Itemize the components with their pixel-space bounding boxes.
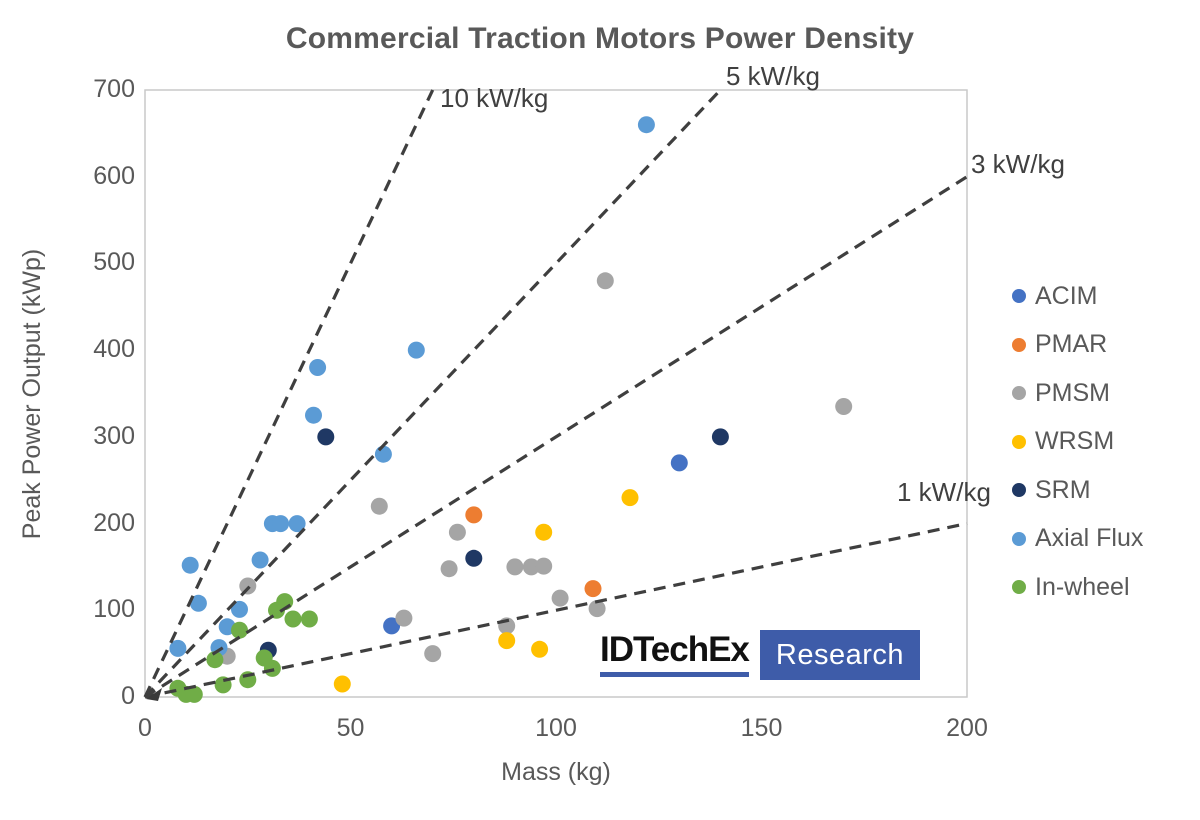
origin-arrowhead	[146, 688, 162, 701]
data-point-axial-flux	[637, 116, 655, 134]
x-tick-100: 100	[535, 714, 577, 742]
data-point-axial-flux	[309, 359, 327, 376]
data-point-axial-flux	[169, 639, 187, 657]
data-point-srm	[465, 549, 483, 567]
data-point-wrsm	[498, 632, 516, 650]
legend-item-srm: SRM	[1012, 466, 1143, 515]
data-point-pmsm	[551, 589, 569, 607]
legend-dot-in-wheel	[1012, 580, 1026, 595]
data-point-in-wheel	[231, 621, 248, 639]
legend-label: Axial Flux	[1035, 524, 1144, 553]
data-point-srm	[317, 428, 335, 446]
data-point-pmsm	[395, 609, 413, 627]
legend-item-wrsm: WRSM	[1012, 418, 1143, 467]
legend-label: PMSM	[1035, 378, 1110, 407]
ref-line-label-10kw: 10 kW/kg	[440, 83, 549, 113]
ref-line-10kw-per-kg	[143, 89, 435, 698]
x-tick-50: 50	[336, 714, 365, 742]
legend-label: ACIM	[1035, 281, 1098, 310]
legend-item-in-wheel: In-wheel	[1012, 563, 1143, 612]
y-tick-700: 700	[93, 75, 135, 103]
y-tick-400: 400	[93, 335, 135, 364]
data-point-pmsm	[440, 560, 458, 578]
legend-dot-axial-flux	[1012, 531, 1026, 546]
data-point-axial-flux	[305, 406, 322, 424]
data-point-pmsm	[522, 558, 540, 576]
data-point-axial-flux	[189, 594, 207, 612]
legend-item-acim: ACIM	[1012, 272, 1143, 321]
chart-title: Commercial Traction Motors Power Density	[285, 22, 915, 55]
data-point-pmsm	[448, 523, 466, 541]
legend-item-axial-flux: Axial Flux	[1012, 515, 1143, 564]
y-tick-0: 0	[121, 682, 135, 710]
data-point-pmsm	[535, 557, 553, 575]
data-point-axial-flux	[181, 556, 199, 574]
data-point-axial-flux	[251, 551, 269, 569]
data-point-pmsm	[835, 398, 853, 415]
data-point-pmar	[584, 580, 602, 598]
x-axis-title: Mass (kg)	[501, 758, 611, 786]
data-point-acim	[670, 454, 688, 472]
data-point-in-wheel	[185, 685, 203, 703]
legend-label: SRM	[1035, 475, 1091, 504]
data-point-pmsm	[588, 600, 606, 618]
data-point-in-wheel	[206, 651, 224, 669]
data-point-axial-flux	[374, 445, 392, 463]
legend-label: PMAR	[1035, 330, 1108, 359]
logo-research-box: Research	[759, 630, 921, 680]
data-point-in-wheel	[300, 610, 318, 628]
y-tick-600: 600	[93, 161, 135, 190]
legend: ACIM PMAR PMSM WRSM SRM Axial Flux In-wheel	[1012, 272, 1143, 612]
y-tick-100: 100	[93, 595, 135, 624]
data-point-srm	[711, 428, 729, 446]
data-point-axial-flux	[288, 515, 306, 533]
data-point-pmar	[465, 506, 483, 524]
y-tick-500: 500	[93, 248, 135, 277]
ref-line-5kw-per-kg	[143, 88, 722, 699]
data-point-pmsm	[506, 558, 524, 576]
legend-label: In-wheel	[1035, 572, 1130, 601]
legend-dot-pmsm	[1012, 386, 1026, 401]
data-point-in-wheel	[284, 610, 302, 628]
y-tick-200: 200	[93, 508, 135, 537]
ref-line-label-5kw: 5 kW/kg	[726, 61, 820, 91]
ref-line-3kw-per-kg	[144, 175, 968, 699]
plot-border	[144, 89, 968, 698]
legend-dot-srm	[1012, 483, 1026, 498]
data-point-wrsm	[531, 640, 549, 658]
data-point-axial-flux	[231, 600, 248, 618]
data-point-pmsm	[596, 272, 614, 290]
logo-research-label: Research	[775, 638, 905, 671]
legend-label: WRSM	[1035, 427, 1115, 456]
y-tick-300: 300	[93, 421, 135, 450]
data-point-wrsm	[333, 675, 351, 693]
data-point-axial-flux	[407, 341, 425, 359]
x-tick-0: 0	[138, 714, 152, 742]
ref-line-1kw-per-kg	[144, 522, 968, 699]
legend-item-pmsm: PMSM	[1012, 369, 1143, 418]
logo-wordmark: IDTechEx	[600, 630, 750, 669]
data-point-in-wheel	[263, 659, 281, 677]
logo-underline	[600, 672, 749, 677]
data-point-pmsm	[424, 645, 442, 663]
legend-dot-pmar	[1012, 337, 1026, 352]
logo-name-block: IDTechEx	[600, 630, 750, 677]
legend-item-pmar: PMAR	[1012, 321, 1143, 370]
idtechex-logo: IDTechEx Research	[600, 630, 921, 680]
data-point-pmsm	[239, 577, 257, 595]
legend-dot-acim	[1012, 289, 1026, 304]
ref-line-label-1kw: 1 kW/kg	[897, 477, 991, 507]
ref-line-label-3kw: 3 kW/kg	[971, 149, 1065, 179]
legend-dot-wrsm	[1012, 434, 1026, 449]
data-point-wrsm	[621, 489, 639, 507]
data-point-acim	[383, 617, 401, 635]
x-tick-150: 150	[740, 714, 783, 742]
data-point-pmsm	[370, 497, 388, 515]
data-point-wrsm	[535, 523, 553, 541]
x-tick-200: 200	[946, 714, 988, 742]
data-point-axial-flux	[272, 515, 290, 533]
